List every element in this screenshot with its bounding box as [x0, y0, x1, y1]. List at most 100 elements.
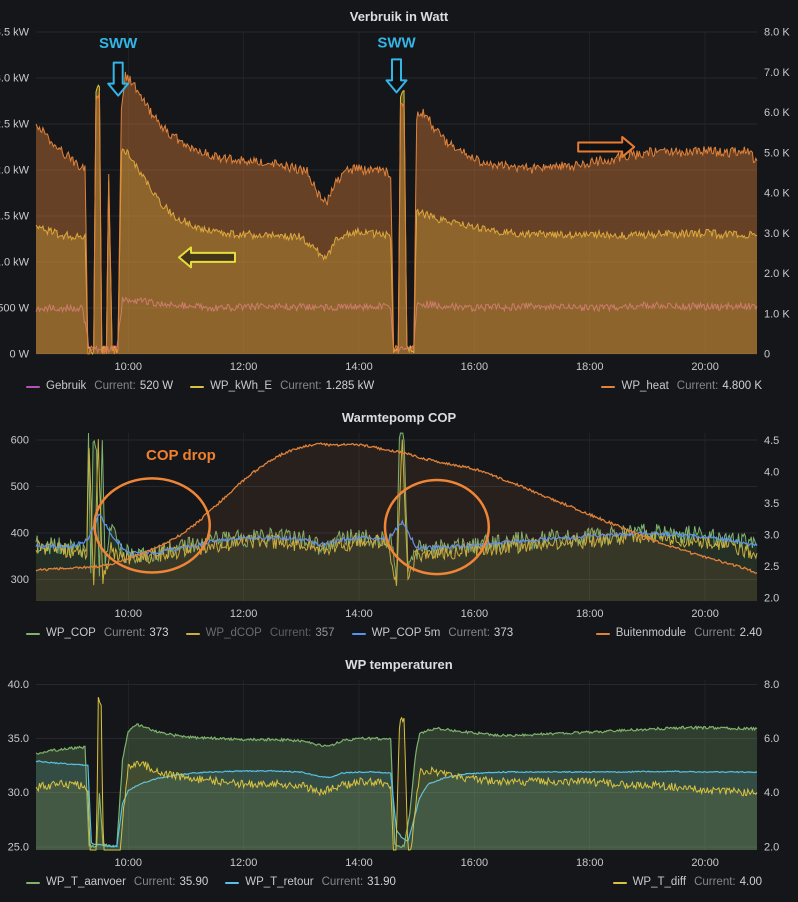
y-axis-right-label: 2.5: [764, 561, 779, 573]
legend-group-right: WP_heat Current: 4.800 K: [601, 379, 762, 394]
legend-group-left: Gebruik Current: 520 W WP_kWh_E Current: 1.28…: [26, 379, 374, 394]
x-axis-label: 18:00: [576, 361, 604, 373]
chart-wp-temperaturen[interactable]: 25.0 30.0 35.0 40.0 2.0 4.0 6.0 8.0 10:00 12:00 14…: [0, 674, 798, 874]
x-axis-label: 20:00: [691, 608, 719, 620]
y-axis-right-label: 4.5: [764, 435, 779, 447]
legend-item-buitenmodule[interactable]: Buitenmodule Current: 2.40: [595, 626, 762, 641]
legend-current-label: Current:: [676, 380, 719, 392]
y-axis-left-label: 500: [11, 481, 29, 493]
legend-series-name: WP_T_retour: [245, 876, 314, 888]
x-axis-label: 16:00: [461, 361, 489, 373]
series-line-gebruik: [35, 296, 758, 355]
y-axis-right-label: 2.0 K: [764, 268, 790, 280]
legend-series-name: WP_heat: [621, 380, 669, 392]
y-axis-left-label: 600: [11, 434, 29, 446]
legend-current-label: Current:: [94, 380, 136, 392]
legend-item-wp-kwh-e[interactable]: WP_kWh_E Current: 1.285 kW: [190, 379, 374, 394]
legend-item-wp-cop-5m[interactable]: WP_COP 5m Current: 373: [351, 626, 514, 641]
annotation-arrow-left: [177, 246, 236, 269]
series-fill-wp-cop: [36, 433, 757, 601]
legend-color-swatch: [190, 385, 205, 388]
chart-canvas[interactable]: 0 W 500 W 1.0 kW 1.5 kW 2.0 kW 2.5 kW 3.0 kW 3.…: [0, 26, 798, 378]
legend-group-right: WP_T_diff Current: 4.00: [612, 875, 762, 890]
y-axis-right-label: 7.0 K: [764, 67, 790, 79]
x-axis-label: 16:00: [461, 608, 489, 620]
legend-color-swatch: [26, 881, 40, 884]
y-axis-right-label: 6.0: [764, 733, 779, 745]
chart-warmtepomp-cop[interactable]: 300 400 500 600 2.0 2.5 3.0 3.5 4.0 4.5 10:00 12:00…: [0, 427, 798, 625]
y-axis-left-label: 0 W: [9, 349, 29, 361]
legend-item-wp-dcop[interactable]: WP_dCOP Current: 357: [185, 626, 335, 641]
legend-color-swatch: [185, 632, 200, 635]
chart-canvas[interactable]: 25.0 30.0 35.0 40.0 2.0 4.0 6.0 8.0 10:00 12:00 14…: [0, 674, 798, 874]
legend-color-swatch: [612, 881, 627, 884]
series-line-wp-heat: [35, 71, 758, 355]
legend-item-wp-t-retour[interactable]: WP_T_retour Current: 31.90: [225, 875, 396, 890]
y-axis-left-label: 500 W: [0, 303, 30, 315]
legend-series-name: WP_kWh_E: [210, 380, 273, 392]
legend-current-value: 357: [315, 627, 335, 639]
legend-group-left: WP_T_aanvoer Current: 35.90 WP_T_retour Curr…: [26, 875, 396, 890]
legend-item-gebruik[interactable]: Gebruik Current: 520 W: [26, 379, 173, 394]
panel-title: Warmtepomp COP: [341, 410, 457, 425]
series-line-wp-t-aanvoer: [35, 723, 758, 849]
series-line-wp-t-retour: [35, 760, 757, 848]
legend-current-value: 373: [149, 627, 169, 639]
y-axis-right-label: 3.0: [764, 529, 779, 541]
legend-item-wp-heat[interactable]: WP_heat Current: 4.800 K: [601, 379, 762, 394]
x-axis-label: 14:00: [345, 361, 373, 373]
legend-current-label: Current:: [321, 876, 364, 888]
x-axis-label: 10:00: [115, 361, 143, 373]
series-line-wp-kwh-e: [35, 84, 758, 355]
legend-series-name: Gebruik: [46, 380, 87, 392]
legend-series-name: WP_T_diff: [632, 876, 687, 888]
y-axis-left-label: 1.0 kW: [0, 257, 30, 269]
annotation-arrow-right: [577, 135, 636, 158]
legend-warmtepomp-cop: WP_COP Current: 373 WP_dCOP Current: 357 WP_CO…: [0, 625, 798, 648]
legend-current-value: 35.90: [179, 876, 209, 888]
y-axis-left-label: 3.0 kW: [0, 73, 30, 85]
panel-warmtepomp-cop: Warmtepomp COP 300 400 500 600 2.0 2.5 3.0 3.5 4…: [0, 401, 798, 648]
series-fill-wp-t-diff: [36, 697, 757, 850]
legend-current-value: 373: [493, 627, 514, 639]
panel-wp-temperaturen: WP temperaturen 25.0 30.0 35.0 40.0 2.0 4.0 6.…: [0, 648, 798, 897]
chart-canvas[interactable]: 300 400 500 600 2.0 2.5 3.0 3.5 4.0 4.5 10:00 12:00…: [0, 427, 798, 625]
legend-item-wp-t-aanvoer[interactable]: WP_T_aanvoer Current: 35.90: [26, 875, 208, 890]
legend-color-swatch: [225, 881, 240, 884]
legend-series-name: WP_dCOP: [205, 627, 262, 639]
panel-verbruik-in-watt: Verbruik in Watt 0 W 500 W 1.0 kW 1.5 kW 2.0…: [0, 0, 798, 401]
legend-color-swatch: [601, 385, 616, 388]
y-axis-right-label: 6.0 K: [764, 107, 790, 119]
y-axis-right-label: 2.0: [764, 592, 779, 604]
y-axis-right-label: 4.0 K: [764, 188, 790, 200]
y-axis-left-label: 300: [11, 574, 29, 586]
series-line-wp-t-diff: [35, 696, 758, 851]
x-axis-label: 18:00: [576, 857, 604, 869]
y-axis-left-label: 30.0: [8, 787, 29, 799]
legend-current-label: Current:: [103, 627, 146, 639]
y-axis-right-label: 4.0: [764, 787, 779, 799]
legend-series-name: WP_COP: [46, 627, 96, 639]
legend-item-wp-t-diff[interactable]: WP_T_diff Current: 4.00: [612, 875, 762, 890]
chart-verbruik-in-watt[interactable]: 0 W 500 W 1.0 kW 1.5 kW 2.0 kW 2.5 kW 3.0 kW 3.…: [0, 26, 798, 378]
legend-current-label: Current:: [694, 627, 736, 639]
annotation-arrow-down: [385, 58, 408, 94]
legend-current-value: 4.00: [739, 876, 762, 888]
legend-verbruik-in-watt: Gebruik Current: 520 W WP_kWh_E Current: 1.28…: [0, 378, 798, 401]
x-axis-label: 20:00: [691, 361, 719, 373]
y-axis-right-label: 1.0 K: [764, 308, 790, 320]
x-axis-label: 16:00: [461, 857, 489, 869]
annotation-text: SWW: [99, 35, 138, 52]
y-axis-right-label: 5.0 K: [764, 147, 790, 159]
annotation-text: COP drop: [146, 447, 216, 464]
legend-wp-temperaturen: WP_T_aanvoer Current: 35.90 WP_T_retour Curr…: [0, 874, 798, 897]
panel-title: WP temperaturen: [345, 657, 453, 672]
annotation-text: SWW: [377, 34, 416, 51]
y-axis-left-label: 1.5 kW: [0, 211, 30, 223]
x-axis-label: 18:00: [576, 608, 604, 620]
y-axis-right-label: 3.5: [764, 498, 779, 510]
y-axis-right-label: 3.0 K: [764, 228, 790, 240]
legend-item-wp-cop[interactable]: WP_COP Current: 373: [26, 626, 169, 641]
legend-current-label: Current:: [133, 876, 176, 888]
